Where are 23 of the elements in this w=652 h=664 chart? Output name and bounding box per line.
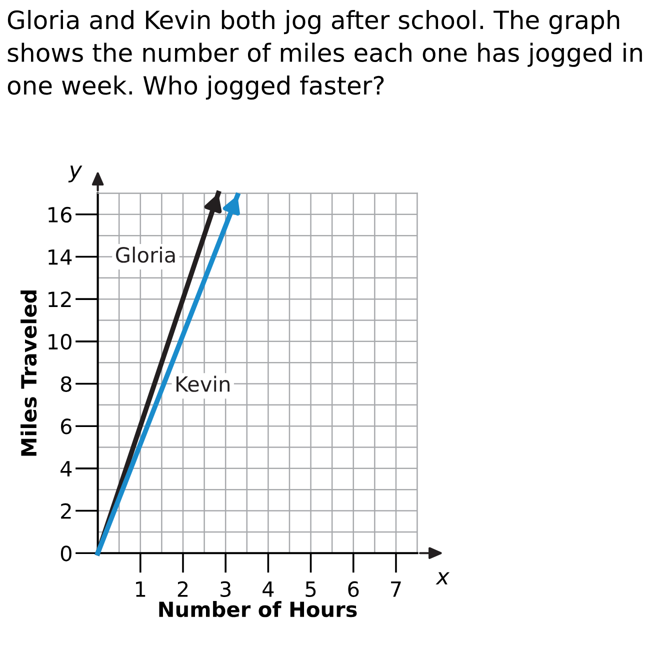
y-tick-label: 2: [61, 503, 71, 519]
x-tick-label: 5: [306, 582, 316, 598]
x-tick-label: 2: [178, 581, 188, 597]
x-tick-label: 7: [391, 582, 401, 597]
x-tick-label: 1: [136, 582, 146, 597]
x-tick-label: 4: [262, 582, 274, 597]
text: x: [436, 572, 450, 584]
x-tick-label: 3: [220, 581, 231, 598]
y-tick-label: 12: [48, 292, 71, 307]
y-tick-label: 6: [61, 418, 72, 434]
series-label: Gloria: [116, 246, 175, 263]
x-tick-label: 6: [348, 581, 359, 598]
chart-title: Gloria and Kevin both jog after school. The graph shows the number of miles each one has jogged in one week. Who jogged faster?: [8, 10, 642, 100]
text: y: [68, 166, 82, 182]
y-tick-label: 10: [48, 334, 72, 350]
y-axis-title: Miles Traveled: [20, 290, 37, 456]
y-tick-label: 0: [60, 546, 72, 562]
y-tick-label: 8: [60, 376, 72, 392]
y-tick-label: 4: [60, 461, 72, 476]
x-axis-title: Number of Hours: [159, 601, 357, 618]
y-tick-label: 16: [48, 206, 72, 223]
y-tick-label: 14: [48, 249, 72, 265]
series-label: Kevin: [176, 376, 230, 392]
